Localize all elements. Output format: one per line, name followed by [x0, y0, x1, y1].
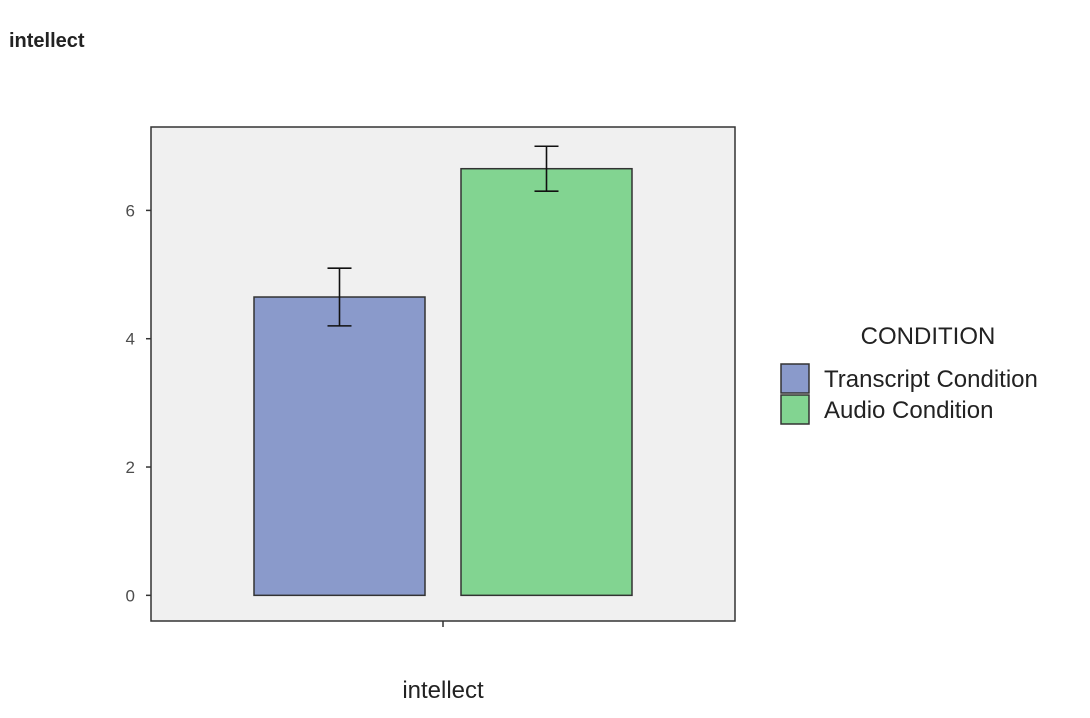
y-axis: 0 2 4 6: [126, 201, 151, 605]
legend: CONDITION Transcript Condition Audio Cond…: [780, 323, 1038, 425]
bar-transcript: [253, 296, 426, 597]
y-tick-label: 2: [126, 458, 135, 477]
legend-swatch: [780, 394, 810, 425]
y-tick-label: 0: [126, 586, 135, 605]
page-heading: intellect: [9, 30, 85, 52]
legend-label: Audio Condition: [824, 397, 993, 424]
legend-label: Transcript Condition: [824, 366, 1038, 393]
legend-swatch: [780, 363, 810, 394]
bars: [253, 167, 633, 597]
plot-panel: [150, 126, 736, 622]
x-axis-label: intellect: [402, 677, 484, 704]
error-bar: [327, 267, 352, 327]
error-bar: [534, 145, 559, 192]
y-tick-label: 6: [126, 201, 135, 220]
bar-audio: [460, 167, 633, 597]
y-tick-label: 4: [126, 330, 135, 349]
error-bars: [327, 145, 559, 327]
legend-title: CONDITION: [861, 323, 996, 350]
